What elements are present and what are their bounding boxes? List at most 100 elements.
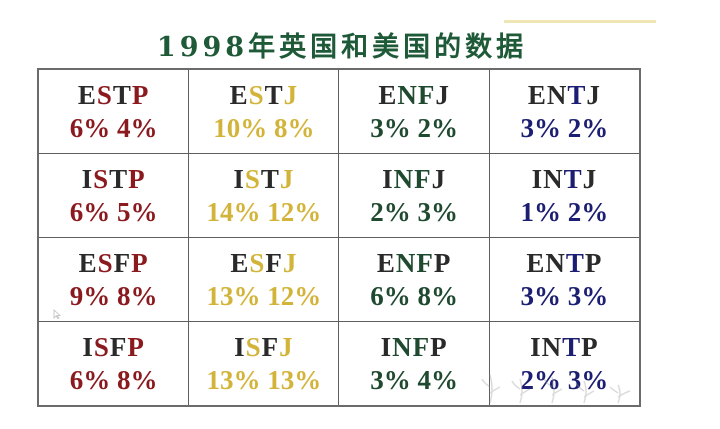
uk-percent: 3%: [370, 112, 411, 143]
type-label: INFP: [339, 331, 488, 363]
uk-percent: 3%: [520, 280, 561, 311]
type-letter: E: [376, 247, 396, 278]
type-letter: I: [380, 331, 393, 362]
type-letter: E: [77, 79, 97, 110]
type-letter: S: [248, 79, 265, 110]
type-label: ENTP: [490, 247, 639, 279]
us-percent: 8%: [417, 280, 458, 311]
type-letter: F: [109, 331, 128, 362]
type-cell-infj: INFJ 2% 3%: [338, 153, 490, 238]
uk-percent: 13%: [206, 364, 261, 395]
type-letter: T: [565, 247, 585, 278]
type-letter: E: [527, 79, 547, 110]
uk-percent: 1%: [520, 196, 561, 227]
type-letter: T: [109, 163, 129, 194]
percentages: 14% 12%: [189, 195, 338, 229]
type-label: ESFJ: [189, 247, 338, 279]
type-cell-enfp: ENFP 6% 8%: [338, 237, 490, 322]
uk-percent: 3%: [520, 112, 561, 143]
us-percent: 5%: [116, 196, 158, 227]
type-label: ESFP: [39, 247, 188, 279]
percentages: 3% 3%: [490, 279, 639, 313]
type-letter: P: [433, 247, 452, 278]
percentages: 6% 4%: [39, 111, 188, 145]
type-cell-isfp: ISFP 6% 8%: [37, 321, 190, 407]
type-letter: N: [545, 247, 566, 278]
us-percent: 2%: [417, 112, 458, 143]
type-letter: J: [283, 79, 299, 110]
type-letter: E: [526, 247, 546, 278]
us-percent: 2%: [567, 196, 609, 227]
type-cell-istp: ISTP 6% 5%: [37, 153, 190, 238]
type-letter: T: [112, 79, 132, 110]
percentages: 6% 8%: [39, 363, 188, 397]
uk-percent: 3%: [370, 364, 411, 395]
percentages: 13% 13%: [189, 363, 338, 397]
type-cell-infp: INFP 3% 4%: [338, 321, 490, 407]
type-label: INFJ: [339, 163, 488, 195]
uk-percent: 6%: [69, 196, 111, 227]
grid-row: ISTP 6% 5% ISTJ 14% 12% INFJ 2% 3% INTJ 1% 2%: [37, 153, 641, 238]
type-letter: I: [81, 163, 94, 194]
type-letter: S: [97, 247, 114, 278]
type-letter: I: [82, 331, 94, 362]
mouse-cursor-icon: [53, 309, 61, 319]
type-cell-intj: INTJ 1% 2%: [488, 153, 641, 238]
percentages: 3% 4%: [339, 363, 488, 397]
us-percent: 12%: [267, 280, 322, 311]
type-letter: I: [530, 331, 542, 362]
us-percent: 4%: [417, 364, 458, 395]
type-label: ESTJ: [189, 79, 338, 111]
mbti-grid-table: ESTP 6% 4% ESTJ 10% 8% ENFJ 3% 2% ENTJ 3% 2% IST…: [37, 68, 641, 407]
type-letter: F: [416, 247, 434, 278]
type-letter: N: [393, 163, 415, 194]
type-label: ENFP: [339, 247, 488, 279]
uk-percent: 14%: [206, 196, 261, 227]
type-cell-istj: ISTJ 14% 12%: [188, 153, 340, 238]
type-letter: I: [382, 163, 394, 194]
uk-percent: 9%: [69, 280, 111, 311]
decorative-top-line: [504, 20, 656, 23]
type-letter: F: [261, 331, 280, 362]
type-letter: P: [430, 331, 448, 362]
uk-percent: 2%: [370, 196, 411, 227]
type-letter: E: [78, 247, 98, 278]
type-letter: S: [93, 331, 110, 362]
us-percent: 2%: [567, 112, 609, 143]
type-letter: J: [282, 247, 298, 278]
type-letter: E: [378, 79, 398, 110]
percentages: 3% 2%: [339, 111, 488, 145]
type-label: ISTJ: [189, 163, 338, 195]
type-label: ISTP: [39, 163, 188, 195]
type-letter: S: [245, 331, 262, 362]
type-label: ESTP: [39, 79, 188, 111]
percentages: 6% 8%: [339, 279, 488, 313]
us-percent: 3%: [567, 280, 609, 311]
type-label: ISFJ: [189, 331, 338, 363]
us-percent: 12%: [267, 196, 322, 227]
type-letter: T: [264, 79, 284, 110]
type-label: INTP: [490, 331, 639, 363]
percentages: 9% 8%: [39, 279, 188, 313]
type-letter: J: [435, 79, 450, 110]
type-letter: N: [543, 163, 564, 194]
type-letter: P: [128, 163, 146, 194]
type-letter: N: [541, 331, 563, 362]
percentages: 1% 2%: [490, 195, 639, 229]
grid-body: ESTP 6% 4% ESTJ 10% 8% ENFJ 3% 2% ENTJ 3% 2% IST…: [37, 68, 641, 407]
us-percent: 13%: [267, 364, 322, 395]
type-letter: J: [582, 163, 598, 194]
type-letter: P: [131, 247, 149, 278]
type-letter: F: [414, 163, 432, 194]
type-letter: S: [93, 163, 110, 194]
type-letter: I: [531, 163, 544, 194]
grid-row: ESTP 6% 4% ESTJ 10% 8% ENFJ 3% 2% ENTJ 3% 2%: [37, 68, 641, 154]
type-cell-entj: ENTJ 3% 2%: [488, 68, 641, 154]
percentages: 13% 12%: [189, 279, 338, 313]
type-letter: S: [244, 163, 261, 194]
type-letter: J: [586, 79, 601, 110]
type-letter: T: [563, 163, 583, 194]
type-label: INTJ: [490, 163, 639, 195]
uk-percent: 6%: [69, 112, 111, 143]
type-letter: J: [431, 163, 447, 194]
